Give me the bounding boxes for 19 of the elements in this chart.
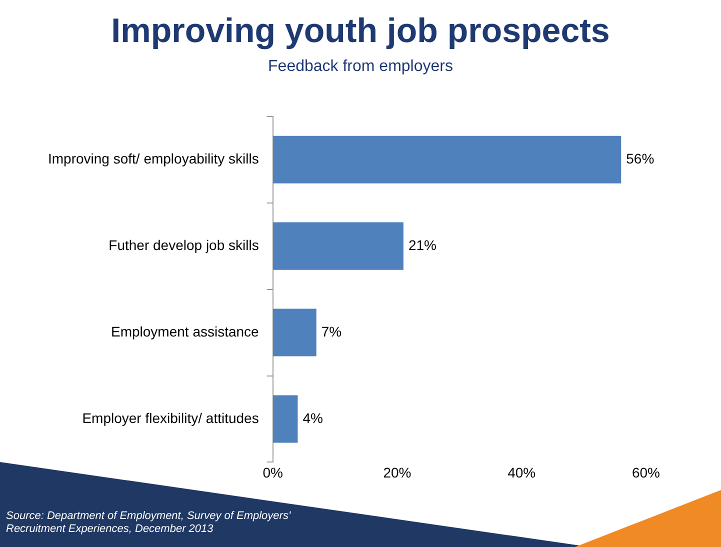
source-note: Source: Department of Employment, Survey of Employers' Recruitment Experiences, December 2013 — [6, 510, 292, 536]
data-label: 4% — [302, 410, 323, 426]
y-tick-label: Employer flexibility/ attitudes — [82, 410, 259, 426]
y-tick-label: Improving soft/ employability skills — [48, 150, 259, 166]
chart-subtitle: Feedback from employers — [267, 58, 454, 76]
bar — [272, 136, 622, 184]
y-tick-label: Employment assistance — [111, 323, 260, 340]
chart-title: Improving youth job prospects — [110, 12, 611, 51]
bar — [272, 395, 298, 443]
bar — [272, 222, 404, 270]
x-tick-label: 40% — [508, 464, 536, 480]
data-label: 21% — [408, 236, 436, 253]
x-tick-label: 20% — [383, 464, 412, 480]
x-tick-label: 60% — [632, 464, 660, 480]
y-tick-label: Futher develop job skills — [108, 236, 259, 253]
bar — [272, 308, 316, 356]
data-label: 7% — [321, 323, 342, 340]
x-tick-label: 0% — [262, 464, 283, 480]
data-label: 56% — [626, 150, 654, 166]
